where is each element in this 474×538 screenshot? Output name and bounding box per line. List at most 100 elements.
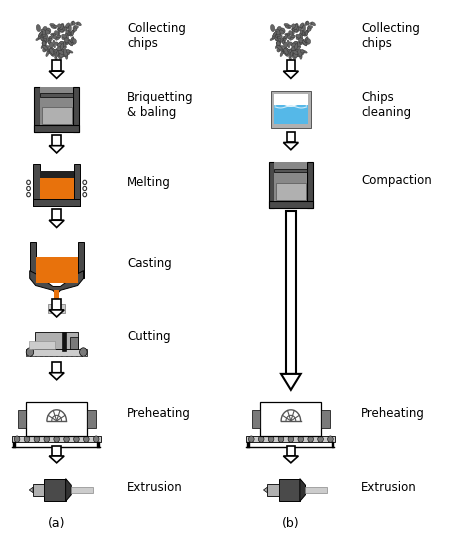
- Bar: [287, 132, 295, 143]
- Bar: [78, 243, 83, 278]
- Bar: [36, 332, 78, 349]
- Circle shape: [328, 436, 333, 442]
- Bar: [260, 402, 321, 436]
- Ellipse shape: [45, 48, 49, 51]
- Ellipse shape: [281, 28, 285, 33]
- Ellipse shape: [298, 27, 301, 31]
- Ellipse shape: [277, 41, 280, 46]
- Ellipse shape: [49, 42, 53, 48]
- Text: Collecting
chips: Collecting chips: [361, 22, 420, 50]
- Ellipse shape: [42, 32, 46, 37]
- Ellipse shape: [61, 23, 64, 29]
- Circle shape: [54, 436, 59, 442]
- Ellipse shape: [290, 48, 293, 52]
- Ellipse shape: [55, 31, 59, 36]
- Circle shape: [83, 436, 89, 442]
- Ellipse shape: [62, 34, 67, 38]
- Ellipse shape: [58, 53, 62, 59]
- Ellipse shape: [38, 32, 42, 39]
- Ellipse shape: [275, 33, 277, 41]
- Ellipse shape: [279, 30, 284, 34]
- Ellipse shape: [284, 34, 288, 39]
- Ellipse shape: [292, 53, 297, 59]
- Bar: [274, 94, 308, 124]
- Ellipse shape: [50, 48, 54, 54]
- Bar: [252, 410, 260, 428]
- Bar: [26, 402, 87, 436]
- Ellipse shape: [298, 49, 302, 56]
- Ellipse shape: [288, 25, 292, 28]
- Ellipse shape: [292, 43, 296, 48]
- Text: (a): (a): [48, 517, 65, 530]
- Ellipse shape: [277, 29, 280, 33]
- Ellipse shape: [49, 49, 53, 55]
- Bar: [279, 479, 300, 501]
- Ellipse shape: [57, 35, 61, 38]
- Ellipse shape: [287, 44, 290, 48]
- Ellipse shape: [270, 37, 275, 40]
- Ellipse shape: [64, 41, 69, 45]
- Ellipse shape: [71, 43, 74, 46]
- Ellipse shape: [280, 46, 283, 49]
- Text: Extrusion: Extrusion: [361, 481, 417, 494]
- Ellipse shape: [301, 49, 304, 53]
- Polygon shape: [29, 487, 33, 493]
- Polygon shape: [49, 373, 64, 380]
- Ellipse shape: [61, 49, 64, 53]
- Ellipse shape: [71, 37, 74, 43]
- Ellipse shape: [292, 28, 294, 35]
- Circle shape: [14, 436, 20, 442]
- Ellipse shape: [284, 24, 290, 27]
- Ellipse shape: [290, 42, 293, 46]
- Polygon shape: [30, 271, 83, 293]
- Ellipse shape: [52, 49, 57, 53]
- Ellipse shape: [306, 22, 309, 25]
- Bar: [53, 135, 61, 146]
- Text: Compaction: Compaction: [361, 174, 432, 187]
- Ellipse shape: [48, 36, 52, 40]
- Ellipse shape: [300, 24, 303, 30]
- Ellipse shape: [304, 30, 308, 34]
- Ellipse shape: [300, 33, 303, 39]
- Ellipse shape: [69, 41, 73, 45]
- Bar: [287, 60, 295, 71]
- Circle shape: [308, 436, 313, 442]
- Ellipse shape: [41, 44, 45, 48]
- Ellipse shape: [72, 39, 76, 44]
- Ellipse shape: [53, 35, 56, 39]
- Ellipse shape: [67, 26, 71, 29]
- Ellipse shape: [297, 53, 303, 55]
- Ellipse shape: [69, 32, 73, 36]
- Bar: [71, 487, 92, 493]
- Ellipse shape: [283, 40, 285, 44]
- Ellipse shape: [43, 26, 47, 31]
- Circle shape: [44, 436, 50, 442]
- Circle shape: [248, 436, 254, 442]
- Ellipse shape: [283, 42, 288, 48]
- Ellipse shape: [280, 38, 283, 43]
- Ellipse shape: [43, 40, 46, 46]
- Ellipse shape: [287, 35, 291, 39]
- Ellipse shape: [46, 51, 49, 56]
- Ellipse shape: [290, 51, 293, 58]
- Polygon shape: [283, 143, 298, 150]
- Ellipse shape: [48, 48, 52, 53]
- Ellipse shape: [57, 24, 61, 28]
- Bar: [62, 332, 66, 351]
- Bar: [78, 356, 81, 357]
- Circle shape: [298, 436, 303, 442]
- Bar: [33, 199, 80, 206]
- Ellipse shape: [64, 27, 67, 31]
- Ellipse shape: [292, 52, 294, 55]
- Bar: [307, 162, 313, 208]
- Ellipse shape: [60, 30, 64, 32]
- Ellipse shape: [62, 51, 68, 56]
- Ellipse shape: [75, 23, 79, 25]
- Ellipse shape: [305, 43, 308, 46]
- Ellipse shape: [302, 26, 305, 29]
- Ellipse shape: [59, 41, 64, 47]
- Ellipse shape: [50, 24, 55, 27]
- Circle shape: [80, 348, 87, 356]
- Ellipse shape: [43, 41, 46, 46]
- Bar: [332, 442, 335, 448]
